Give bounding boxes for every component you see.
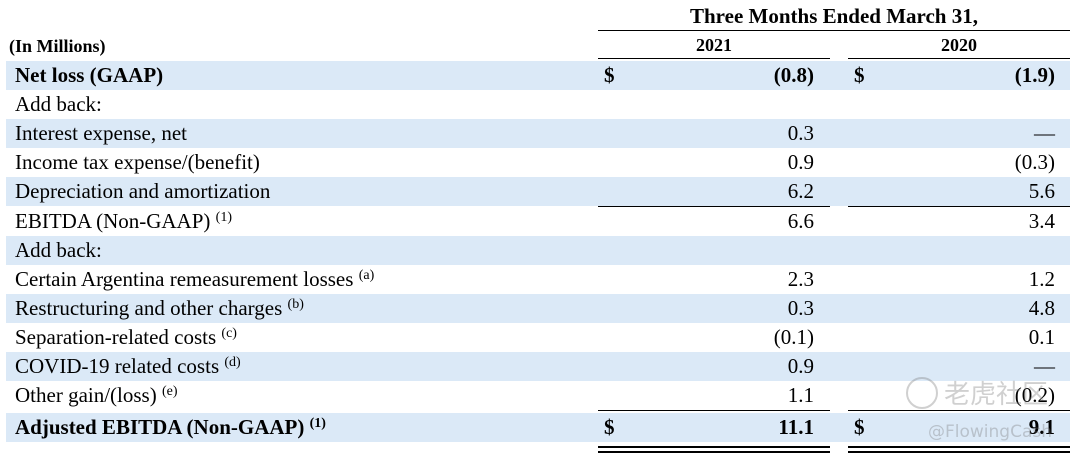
row-label: Certain Argentina remeasurement losses (… xyxy=(15,267,375,291)
value-2021: 11.1 xyxy=(778,415,814,439)
double-rule xyxy=(598,446,830,448)
year-2021-rule xyxy=(598,58,830,59)
footnote-marker: (1) xyxy=(215,210,232,225)
value-2020: — xyxy=(1034,354,1055,378)
row-label: Income tax expense/(benefit) xyxy=(15,150,260,174)
table-row: Add back: xyxy=(6,236,1070,265)
row-label: Net loss (GAAP) xyxy=(15,63,164,87)
value-2020: 5.6 xyxy=(1028,179,1055,203)
value-2021: (0.8) xyxy=(773,63,814,87)
value-2021: 2.3 xyxy=(787,267,814,291)
footnote-marker: (b) xyxy=(287,297,304,312)
value-2021: 6.6 xyxy=(787,209,814,233)
footnote-marker: (1) xyxy=(309,416,326,431)
table-row: Other gain/(loss) (e) 1.1 (0.2) xyxy=(6,381,1070,410)
row-label: EBITDA (Non-GAAP) (1) xyxy=(15,209,232,233)
row-label: Other gain/(loss) (e) xyxy=(15,383,178,407)
table-row: Adjusted EBITDA (Non-GAAP) (1) $ 11.1 $ … xyxy=(6,413,1070,442)
tiger-logo-icon xyxy=(906,377,938,409)
units-label: (In Millions) xyxy=(9,36,106,56)
row-label: Restructuring and other charges (b) xyxy=(15,296,304,320)
table-row: COVID-19 related costs (d) 0.9 — xyxy=(6,352,1070,381)
year-2020-header: 2020 xyxy=(941,35,977,55)
total-rule xyxy=(848,410,1070,411)
value-2021: 0.3 xyxy=(787,296,814,320)
row-label: Add back: xyxy=(15,92,102,116)
header-rule xyxy=(598,30,1070,31)
footnote-marker: (e) xyxy=(161,384,178,399)
year-2020-rule xyxy=(848,58,1070,59)
value-2021: 0.3 xyxy=(787,121,814,145)
row-label: Interest expense, net xyxy=(15,121,188,145)
value-2020: (0.3) xyxy=(1014,150,1055,174)
currency-symbol: $ xyxy=(854,63,865,87)
row-label: Adjusted EBITDA (Non-GAAP) (1) xyxy=(15,415,326,439)
row-label: Add back: xyxy=(15,238,102,262)
row-label: Depreciation and amortization xyxy=(15,179,271,203)
footnote-marker: (c) xyxy=(221,326,237,341)
value-2021: 0.9 xyxy=(787,354,814,378)
value-2021: 1.1 xyxy=(787,383,814,407)
table-row: EBITDA (Non-GAAP) (1) 6.6 3.4 xyxy=(6,207,1070,236)
currency-symbol: $ xyxy=(854,415,865,439)
table-row: Certain Argentina remeasurement losses (… xyxy=(6,265,1070,294)
watermark-handle: @FlowingCash xyxy=(928,422,1053,442)
footnote-marker: (d) xyxy=(224,355,241,370)
table-row: Separation-related costs (c) (0.1) 0.1 xyxy=(6,323,1070,352)
watermark-brand: 老虎社区 xyxy=(906,374,1048,411)
table-row: Add back: xyxy=(6,90,1070,119)
year-2021-header: 2021 xyxy=(696,35,732,55)
double-rule xyxy=(598,451,830,453)
value-2020: 1.2 xyxy=(1028,267,1055,291)
period-title: Three Months Ended March 31, xyxy=(690,4,978,28)
table-row: Net loss (GAAP) $ (0.8) $ (1.9) xyxy=(6,61,1070,90)
value-2020: 4.8 xyxy=(1028,296,1055,320)
value-2020: 9.1 xyxy=(1028,415,1055,439)
table-row: Interest expense, net 0.3 — xyxy=(6,119,1070,148)
value-2021: 0.9 xyxy=(787,150,814,174)
footnote-marker: (a) xyxy=(358,268,375,283)
value-2020: (0.2) xyxy=(1014,383,1055,407)
value-2020: 0.1 xyxy=(1028,325,1055,349)
table-row: Income tax expense/(benefit) 0.9 (0.3) xyxy=(6,148,1070,177)
value-2021: 6.2 xyxy=(787,179,814,203)
table-row: Restructuring and other charges (b) 0.3 … xyxy=(6,294,1070,323)
value-2021: (0.1) xyxy=(773,325,814,349)
value-2020: (1.9) xyxy=(1014,63,1055,87)
currency-symbol: $ xyxy=(604,415,615,439)
row-label: Separation-related costs (c) xyxy=(15,325,237,349)
total-rule xyxy=(598,410,830,411)
currency-symbol: $ xyxy=(604,63,615,87)
subtotal-rule xyxy=(848,206,1070,207)
row-label: COVID-19 related costs (d) xyxy=(15,354,241,378)
double-rule xyxy=(848,451,1070,453)
value-2020: 3.4 xyxy=(1028,209,1055,233)
value-2020: — xyxy=(1034,121,1055,145)
table-row: Depreciation and amortization 6.2 5.6 xyxy=(6,177,1070,206)
double-rule xyxy=(848,446,1070,448)
subtotal-rule xyxy=(598,206,830,207)
